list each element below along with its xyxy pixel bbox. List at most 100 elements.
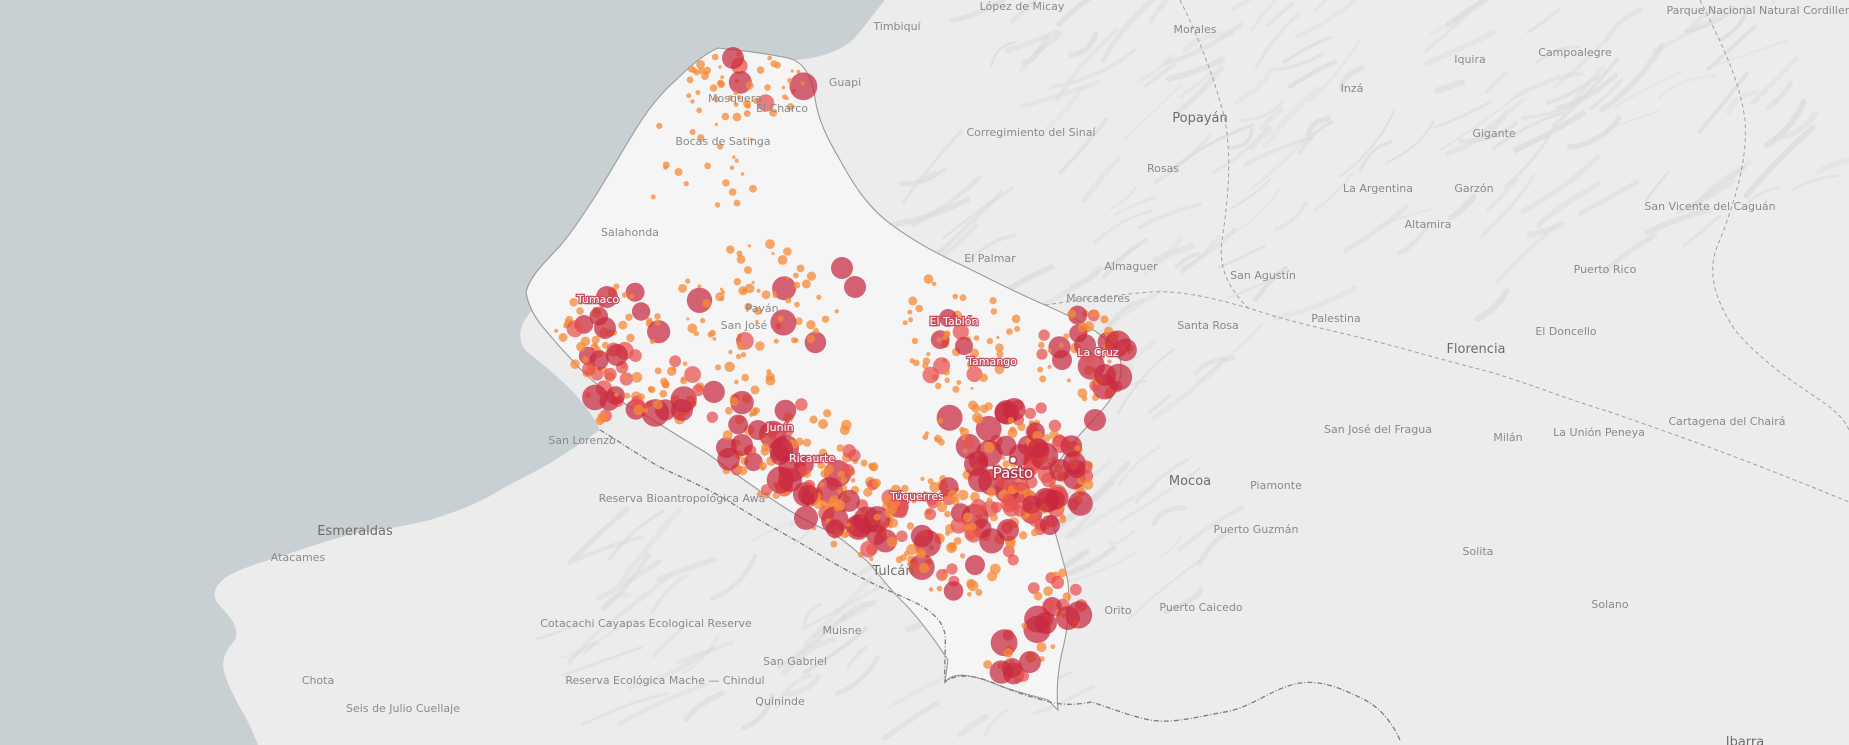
data-point[interactable]	[795, 437, 804, 446]
data-point[interactable]	[907, 309, 913, 315]
data-point[interactable]	[669, 355, 681, 368]
data-point[interactable]	[581, 356, 589, 363]
data-point[interactable]	[1019, 651, 1041, 673]
data-point[interactable]	[1028, 512, 1042, 527]
data-point[interactable]	[733, 90, 738, 96]
data-point[interactable]	[927, 478, 934, 485]
data-point[interactable]	[736, 250, 743, 257]
data-point[interactable]	[872, 478, 881, 488]
data-point[interactable]	[697, 284, 702, 289]
data-point[interactable]	[745, 103, 751, 109]
data-point[interactable]	[1030, 528, 1039, 537]
data-point[interactable]	[591, 335, 600, 344]
data-point[interactable]	[906, 562, 911, 567]
data-point[interactable]	[995, 475, 1009, 488]
data-point[interactable]	[704, 70, 709, 75]
data-point[interactable]	[915, 548, 926, 559]
data-point[interactable]	[959, 294, 967, 302]
data-point[interactable]	[962, 437, 974, 449]
data-point[interactable]	[786, 103, 795, 111]
data-point[interactable]	[1036, 642, 1047, 653]
data-point[interactable]	[682, 361, 688, 367]
data-point[interactable]	[873, 513, 881, 521]
data-point[interactable]	[989, 513, 998, 522]
data-point[interactable]	[794, 505, 818, 530]
data-point[interactable]	[702, 380, 725, 403]
data-point[interactable]	[733, 199, 741, 207]
data-point[interactable]	[709, 84, 718, 92]
data-point[interactable]	[653, 400, 663, 410]
data-point[interactable]	[757, 94, 775, 112]
data-point[interactable]	[1063, 333, 1070, 340]
data-point[interactable]	[1077, 388, 1088, 398]
data-point[interactable]	[724, 361, 735, 372]
data-point[interactable]	[770, 445, 790, 465]
data-point[interactable]	[720, 75, 725, 80]
data-point[interactable]	[1091, 309, 1100, 317]
data-point[interactable]	[796, 69, 801, 74]
data-point[interactable]	[749, 412, 754, 417]
data-point[interactable]	[714, 202, 721, 208]
data-point[interactable]	[922, 491, 927, 496]
data-point[interactable]	[1014, 325, 1021, 332]
data-point[interactable]	[908, 296, 918, 306]
data-point[interactable]	[728, 414, 748, 435]
data-point[interactable]	[700, 317, 706, 324]
data-point[interactable]	[691, 67, 698, 74]
data-point[interactable]	[733, 278, 741, 286]
data-point[interactable]	[997, 519, 1019, 541]
data-point[interactable]	[733, 102, 739, 107]
data-point[interactable]	[729, 165, 735, 170]
data-point[interactable]	[624, 392, 631, 399]
data-point[interactable]	[596, 286, 618, 308]
data-point[interactable]	[783, 247, 792, 256]
data-point[interactable]	[654, 367, 662, 375]
data-point[interactable]	[1022, 495, 1041, 515]
data-point[interactable]	[837, 472, 842, 477]
data-point[interactable]	[966, 360, 976, 369]
data-point[interactable]	[842, 444, 856, 458]
data-point[interactable]	[782, 94, 788, 100]
data-point[interactable]	[789, 72, 818, 101]
data-point[interactable]	[923, 274, 934, 284]
data-point[interactable]	[772, 276, 797, 301]
data-point[interactable]	[794, 301, 800, 308]
data-point[interactable]	[902, 320, 908, 326]
data-point[interactable]	[936, 585, 943, 592]
data-point[interactable]	[966, 578, 976, 589]
data-point[interactable]	[745, 81, 754, 90]
data-point[interactable]	[621, 292, 628, 298]
data-point[interactable]	[994, 364, 1005, 375]
data-point[interactable]	[922, 366, 940, 384]
data-point[interactable]	[684, 366, 701, 383]
data-point[interactable]	[975, 588, 983, 596]
data-point[interactable]	[582, 384, 608, 411]
data-point[interactable]	[1048, 419, 1062, 432]
data-point[interactable]	[1033, 591, 1043, 601]
data-point[interactable]	[1060, 435, 1083, 457]
data-point[interactable]	[696, 107, 703, 114]
data-point[interactable]	[1036, 348, 1048, 360]
data-point[interactable]	[911, 498, 917, 504]
data-point[interactable]	[741, 288, 747, 294]
data-point[interactable]	[566, 320, 584, 338]
data-point[interactable]	[974, 415, 983, 424]
data-point[interactable]	[647, 320, 671, 344]
data-point[interactable]	[1074, 334, 1096, 356]
data-point[interactable]	[721, 112, 730, 121]
data-point[interactable]	[631, 371, 643, 383]
data-point[interactable]	[649, 338, 656, 345]
data-point[interactable]	[594, 317, 616, 339]
data-point[interactable]	[992, 358, 997, 364]
data-point[interactable]	[996, 350, 1004, 358]
data-point[interactable]	[995, 464, 1001, 469]
data-point[interactable]	[726, 245, 735, 254]
data-point[interactable]	[944, 377, 950, 383]
data-point[interactable]	[863, 487, 873, 497]
data-point[interactable]	[743, 110, 751, 117]
data-point[interactable]	[947, 490, 959, 502]
data-point[interactable]	[714, 122, 719, 127]
data-point[interactable]	[1067, 309, 1077, 319]
data-point[interactable]	[761, 290, 771, 300]
data-point[interactable]	[943, 581, 964, 601]
